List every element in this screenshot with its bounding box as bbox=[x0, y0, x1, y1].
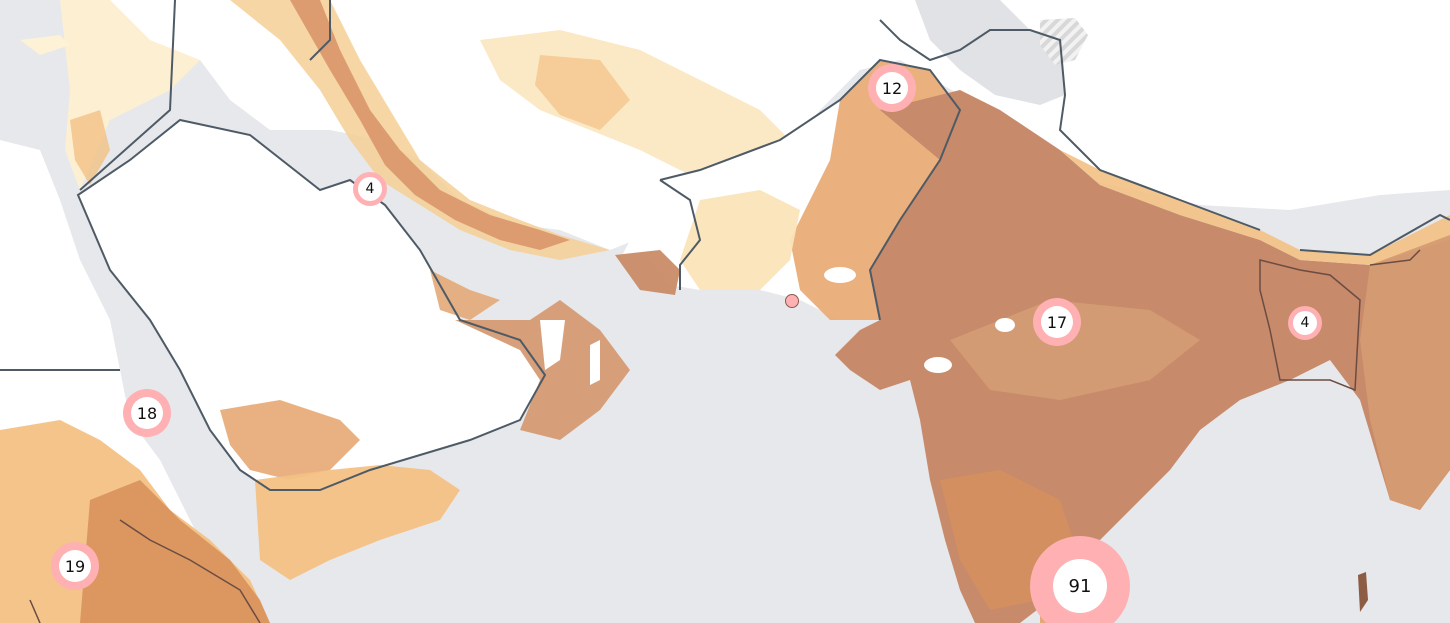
heat-balochistan bbox=[680, 190, 800, 290]
cluster-red-sea-inner: 18 bbox=[131, 397, 163, 429]
heat-iran bbox=[230, 0, 610, 260]
land-north bbox=[110, 0, 1450, 250]
patch-5 bbox=[590, 340, 600, 385]
cluster-kuwait[interactable]: 4 bbox=[353, 172, 387, 206]
cluster-bangladesh[interactable]: 4 bbox=[1288, 306, 1322, 340]
cluster-north-pakistan-inner: 12 bbox=[876, 72, 908, 104]
land-egypt bbox=[0, 140, 120, 370]
land-andaman bbox=[1358, 572, 1368, 612]
heat-levant bbox=[70, 110, 110, 185]
marker-karachi[interactable] bbox=[785, 294, 799, 308]
land-cyprus bbox=[20, 35, 70, 55]
cluster-count: 4 bbox=[1300, 315, 1310, 331]
country-borders bbox=[0, 0, 1450, 491]
heat-iran-core bbox=[290, 0, 570, 250]
heat-makran bbox=[615, 250, 680, 295]
inner-borders bbox=[29, 249, 1421, 623]
patch-3 bbox=[824, 267, 856, 283]
cluster-north-pakistan[interactable]: 12 bbox=[868, 64, 916, 112]
patch-2 bbox=[924, 357, 952, 373]
disputed-area bbox=[1040, 18, 1088, 65]
cluster-red-sea[interactable]: 18 bbox=[123, 389, 171, 437]
land-tibet bbox=[915, 0, 1065, 105]
cluster-count: 18 bbox=[136, 403, 158, 423]
cluster-count: 91 bbox=[1068, 575, 1092, 597]
heat-ethiopia-core bbox=[80, 480, 270, 623]
heat-yemen-south bbox=[255, 465, 460, 580]
cluster-count: 12 bbox=[881, 78, 903, 98]
cluster-ethiopia-inner: 19 bbox=[59, 550, 91, 582]
patch-1 bbox=[995, 318, 1015, 332]
heat-myanmar bbox=[1360, 235, 1450, 510]
cluster-sri-lanka[interactable]: 91 bbox=[1030, 536, 1130, 623]
cluster-central-india[interactable]: 17 bbox=[1033, 298, 1081, 346]
cluster-bangladesh-inner: 4 bbox=[1293, 311, 1317, 335]
cluster-central-india-inner: 17 bbox=[1041, 306, 1073, 338]
cluster-sri-lanka-inner: 91 bbox=[1053, 559, 1107, 613]
heat-yemen bbox=[220, 400, 360, 480]
cluster-count: 4 bbox=[365, 181, 375, 197]
cluster-ethiopia[interactable]: 19 bbox=[51, 542, 99, 590]
cluster-kuwait-inner: 4 bbox=[358, 177, 382, 201]
heat-afghan-mid bbox=[535, 55, 630, 130]
cluster-count: 17 bbox=[1046, 312, 1068, 332]
patch-4 bbox=[540, 320, 565, 370]
cluster-count: 19 bbox=[64, 556, 86, 576]
heat-uae bbox=[430, 270, 500, 320]
